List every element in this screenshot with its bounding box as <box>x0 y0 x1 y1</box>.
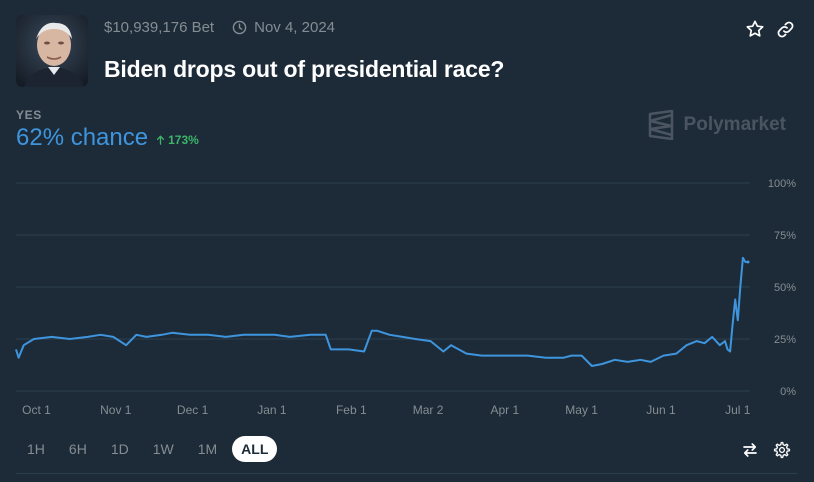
range-1d-button[interactable]: 1D <box>110 441 129 457</box>
y-axis: 0% 25% 50% 75% 100% <box>768 178 796 398</box>
price-chart: 0% 25% 50% 75% 100% Oct 1 Nov 1 Dec 1 Jan 1 Feb … <box>15 178 796 417</box>
market-thumbnail <box>16 15 88 87</box>
x-axis: Oct 1 Nov 1 Dec 1 Jan 1 Feb 1 Mar 2 Apr 1 May 1… <box>22 403 751 417</box>
chance-value: 62% chance <box>16 124 149 151</box>
divider <box>16 473 798 474</box>
range-1w-button[interactable]: 1W <box>152 441 174 457</box>
y-tick-label: 75% <box>774 230 796 242</box>
x-tick-label: Oct 1 <box>22 403 51 417</box>
x-tick-label: Nov 1 <box>100 403 132 417</box>
x-tick-label: Mar 2 <box>413 403 444 417</box>
copy-link-button[interactable] <box>774 18 796 40</box>
range-6h-button[interactable]: 6H <box>68 441 87 457</box>
time-range-selector: 1H 6H 1D 1W 1M ALL <box>18 436 283 462</box>
y-tick-label: 25% <box>774 334 796 346</box>
volume-text: $10,939,176 Bet <box>104 19 215 36</box>
y-tick-label: 100% <box>768 178 796 190</box>
chance-row: 62% chance 173% <box>16 124 199 152</box>
market-title: Biden drops out of presidential race? <box>104 56 505 82</box>
outcome-label: YES <box>16 108 42 122</box>
market-meta: $10,939,176 Bet Nov 4, 2024 <box>104 19 335 36</box>
x-tick-label: May 1 <box>565 403 598 417</box>
brand-name: Polymarket <box>683 114 786 135</box>
range-1h-button[interactable]: 1H <box>27 441 45 457</box>
change-value: 173% <box>168 133 199 147</box>
x-tick-label: Dec 1 <box>177 403 209 417</box>
end-date: Nov 4, 2024 <box>232 19 335 36</box>
polymarket-logo: Polymarket <box>647 110 786 140</box>
chart-settings-button[interactable] <box>772 440 792 460</box>
market-actions <box>744 18 796 40</box>
end-date-text: Nov 4, 2024 <box>254 19 335 36</box>
y-tick-label: 0% <box>780 386 796 398</box>
star-icon <box>746 20 764 37</box>
x-tick-label: Jul 1 <box>725 403 751 417</box>
arrow-up-icon <box>157 135 165 145</box>
x-tick-label: Jun 1 <box>646 403 676 417</box>
favorite-button[interactable] <box>744 18 766 40</box>
range-1m-button[interactable]: 1M <box>197 441 218 457</box>
x-tick-label: Apr 1 <box>491 403 520 417</box>
x-tick-label: Feb 1 <box>336 403 367 417</box>
link-icon <box>777 21 793 37</box>
x-tick-label: Jan 1 <box>257 403 287 417</box>
change-badge: 173% <box>156 133 199 147</box>
y-tick-label: 50% <box>774 282 796 294</box>
range-all-button[interactable]: ALL <box>232 436 278 462</box>
chart-grid <box>16 182 750 392</box>
price-line <box>15 256 748 367</box>
last-price-point <box>746 260 750 264</box>
swap-icon <box>743 443 757 457</box>
chart-controls <box>740 440 792 460</box>
swap-outcome-button[interactable] <box>740 440 760 460</box>
polymarket-logo-icon <box>648 110 673 140</box>
gear-icon <box>773 441 791 459</box>
clock-icon <box>232 20 247 35</box>
